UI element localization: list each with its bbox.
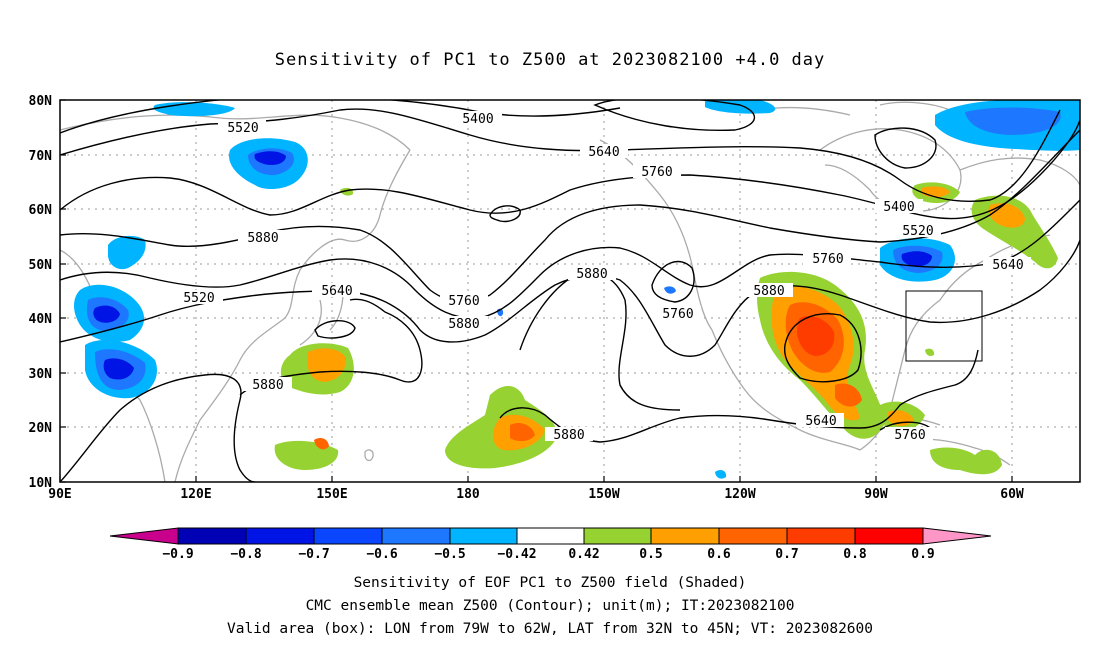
- colorbar-label: 0.6: [707, 547, 731, 562]
- contour-label: 5640: [321, 284, 352, 299]
- contour-label: 5400: [883, 200, 914, 215]
- colorbar-swatch: [650, 527, 720, 545]
- contour-label: 5760: [448, 294, 479, 309]
- positive-sensitivity-shading: [274, 182, 1058, 475]
- colorbar-swatch: [381, 527, 451, 545]
- colorbar-label: −0.7: [298, 547, 329, 562]
- colorbar-swatch: [786, 527, 856, 545]
- contour-label: 5880: [576, 267, 607, 282]
- colorbar-label: −0.8: [230, 547, 261, 562]
- contour-label: 5760: [641, 165, 672, 180]
- contour-label: 5880: [252, 378, 283, 393]
- lon-tick-label: 90E: [48, 487, 71, 502]
- latitude-labels: 80N 70N 60N 50N 40N 30N 20N 10N: [29, 94, 53, 491]
- longitude-labels: 90E 120E 150E 180 150W 120W 90W 60W: [48, 487, 1024, 502]
- lon-tick-label: 120E: [180, 487, 211, 502]
- lat-tick-label: 50N: [29, 258, 53, 273]
- contour-label: 5520: [183, 291, 214, 306]
- contour-label: 5640: [805, 414, 836, 429]
- contour-label: 5880: [448, 317, 479, 332]
- lon-tick-label: 180: [456, 487, 480, 502]
- negative-sensitivity-shading: [74, 100, 1080, 479]
- lon-tick-label: 90W: [864, 487, 888, 502]
- colorbar-swatch: [177, 527, 247, 545]
- lat-tick-label: 30N: [29, 367, 53, 382]
- colorbar-label: 0.42: [568, 547, 599, 562]
- map-title: Sensitivity of PC1 to Z500 at 2023082100…: [274, 50, 826, 70]
- colorbar-swatch: [583, 527, 652, 545]
- footer-shading-caption: Sensitivity of EOF PC1 to Z500 field (Sh…: [353, 575, 747, 591]
- contour-label: 5880: [753, 284, 784, 299]
- colorbar-label: 0.5: [639, 547, 662, 562]
- lat-tick-label: 80N: [29, 94, 53, 109]
- colorbar-label: 0.7: [775, 547, 798, 562]
- contour-label: 5880: [247, 231, 278, 246]
- lat-tick-label: 10N: [29, 476, 53, 491]
- colorbar-label: −0.6: [366, 547, 397, 562]
- colorbar-swatch: [854, 527, 924, 545]
- colorbar-label: −0.42: [497, 547, 536, 562]
- colorbar-swatch: [245, 527, 315, 545]
- lat-tick-label: 60N: [29, 203, 53, 218]
- valid-area-box: [905, 290, 983, 362]
- contour-label: 5760: [812, 252, 843, 267]
- colorbar-swatch: [516, 527, 585, 545]
- lat-tick-label: 70N: [29, 149, 53, 164]
- colorbar-label: 0.8: [843, 547, 867, 562]
- map-frame: [59, 99, 1081, 483]
- lon-tick-label: 150W: [588, 487, 619, 502]
- axis-ticks: [59, 99, 1013, 483]
- lat-tick-label: 40N: [29, 312, 53, 327]
- contour-label: 5640: [588, 145, 619, 160]
- colorbar-over-triangle: [922, 527, 992, 545]
- colorbar-swatch: [449, 527, 518, 545]
- contour-label: 5640: [992, 258, 1023, 273]
- colorbar-label: −0.9: [162, 547, 193, 562]
- colorbar-labels: −0.9 −0.8 −0.7 −0.6 −0.5 −0.42 0.42 0.5 …: [162, 547, 934, 562]
- colorbar: [109, 527, 992, 545]
- lon-tick-label: 120W: [724, 487, 755, 502]
- colorbar-swatch: [313, 527, 383, 545]
- contour-label: 5760: [894, 428, 925, 443]
- contour-label: 5880: [553, 428, 584, 443]
- contour-label: 5400: [462, 112, 493, 127]
- contour-labels: 5400 5520 5640 5760 5880 5520 5640 5760 …: [175, 111, 1031, 443]
- lat-tick-label: 20N: [29, 421, 53, 436]
- colorbar-swatch: [718, 527, 788, 545]
- contour-label: 5520: [902, 224, 933, 239]
- lon-tick-label: 60W: [1000, 487, 1024, 502]
- contour-label: 5760: [662, 307, 693, 322]
- footer-valid-area-caption: Valid area (box): LON from 79W to 62W, L…: [226, 621, 873, 637]
- colorbar-label: 0.9: [911, 547, 934, 562]
- colorbar-under-triangle: [109, 527, 179, 545]
- footer-contour-caption: CMC ensemble mean Z500 (Contour); unit(m…: [305, 598, 795, 614]
- colorbar-label: −0.5: [434, 547, 465, 562]
- contour-label: 5520: [227, 121, 258, 136]
- lon-tick-label: 150E: [316, 487, 347, 502]
